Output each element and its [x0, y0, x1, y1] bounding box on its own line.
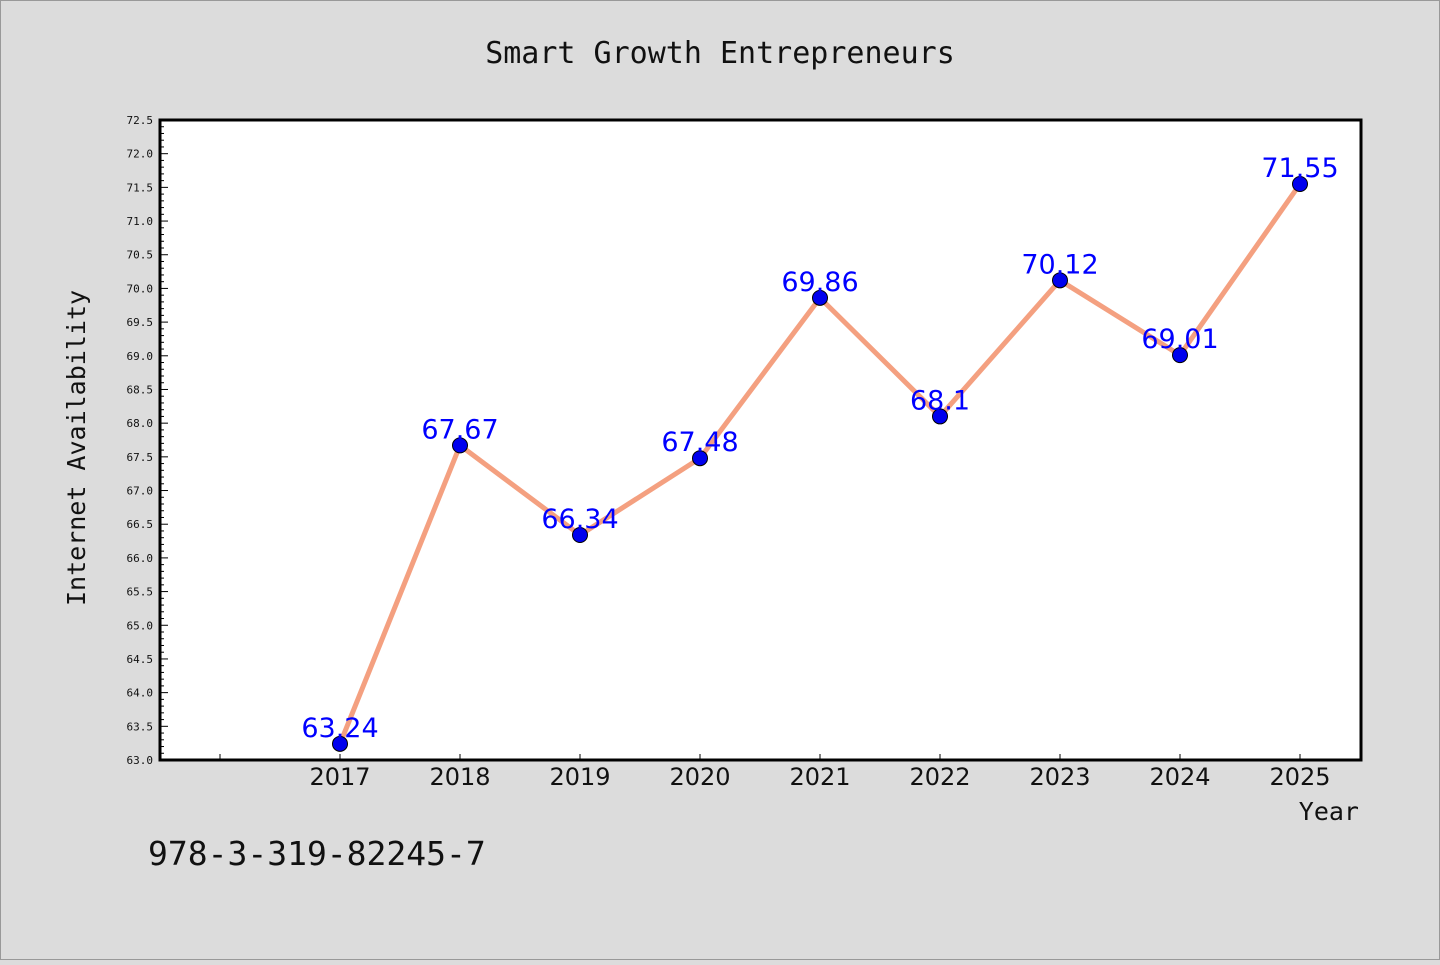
x-tick-label: 2024	[1149, 763, 1210, 791]
y-tick-label: 64.5	[127, 653, 154, 666]
y-axis-label: Internet Availability	[62, 290, 91, 606]
data-label: 63.24	[301, 713, 378, 744]
x-tick-label: 2025	[1269, 763, 1330, 791]
x-tick-label: 2020	[669, 763, 730, 791]
y-tick-label: 69.0	[127, 350, 154, 363]
data-label: 68.1	[910, 385, 970, 416]
data-point-marker	[692, 450, 708, 467]
y-tick-label: 66.5	[127, 518, 154, 531]
data-label: 69.01	[1141, 324, 1218, 355]
y-tick-label: 65.0	[127, 619, 154, 632]
footer-isbn-text: 978-3-319-82245-7	[148, 834, 486, 873]
y-tick-label: 69.5	[127, 316, 154, 329]
plot-area	[158, 118, 1363, 762]
data-label-layer: 63.24 67.67 66.34 67.48 69.86 68.1 70.12 69.01 7…	[301, 153, 1338, 744]
data-point-marker	[1172, 347, 1188, 364]
data-point-marker	[1052, 272, 1068, 289]
y-tick-label: 63.5	[127, 720, 154, 733]
data-label: 67.48	[661, 427, 738, 458]
data-point-marker	[812, 289, 828, 306]
x-tick-label: 2017	[309, 763, 370, 791]
y-tick-label: 72.5	[127, 114, 154, 127]
y-tick-label: 70.0	[127, 282, 154, 295]
data-label: 70.12	[1021, 249, 1098, 280]
x-tick-label: 2019	[549, 763, 610, 791]
data-point-marker	[932, 408, 948, 425]
y-tick-label: 70.5	[127, 249, 154, 262]
data-label: 69.86	[781, 267, 858, 298]
y-tick-label: 67.0	[127, 485, 154, 498]
y-tick-label: 65.5	[127, 586, 154, 599]
x-tick-label: 2022	[909, 763, 970, 791]
data-point-marker	[332, 735, 348, 752]
x-tick-label: 2018	[429, 763, 490, 791]
data-point-marker	[1292, 176, 1308, 192]
marker-layer	[332, 176, 1308, 752]
y-tick-label: 71.0	[127, 215, 154, 228]
data-label: 66.34	[541, 504, 618, 535]
y-tick-label: 64.0	[127, 687, 154, 700]
y-tick-label: 68.0	[127, 417, 154, 430]
y-tick-label: 63.0	[127, 754, 154, 767]
data-point-marker	[572, 526, 588, 543]
x-axis-ticks: 2017 2018 2019 2020 2021 2022 2023 2024 2025	[219, 754, 1331, 791]
data-point-marker	[452, 437, 468, 454]
y-tick-label: 71.5	[127, 181, 154, 194]
y-axis-ticks: 63.0 63.5 64.0 64.5 65.0 65.5 66.0 66.5 67.0 67.5…	[127, 114, 168, 767]
x-axis-label: Year	[1299, 797, 1359, 826]
x-tick-label: 2023	[1029, 763, 1090, 791]
y-tick-label: 66.0	[127, 552, 154, 565]
y-tick-label: 67.5	[127, 451, 154, 464]
y-tick-label: 68.5	[127, 383, 154, 396]
data-label: 71.55	[1261, 153, 1338, 184]
x-tick-label: 2021	[789, 763, 850, 791]
y-tick-label: 72.0	[127, 148, 154, 161]
chart-title: Smart Growth Entrepreneurs	[485, 36, 955, 71]
data-label: 67.67	[421, 414, 498, 445]
